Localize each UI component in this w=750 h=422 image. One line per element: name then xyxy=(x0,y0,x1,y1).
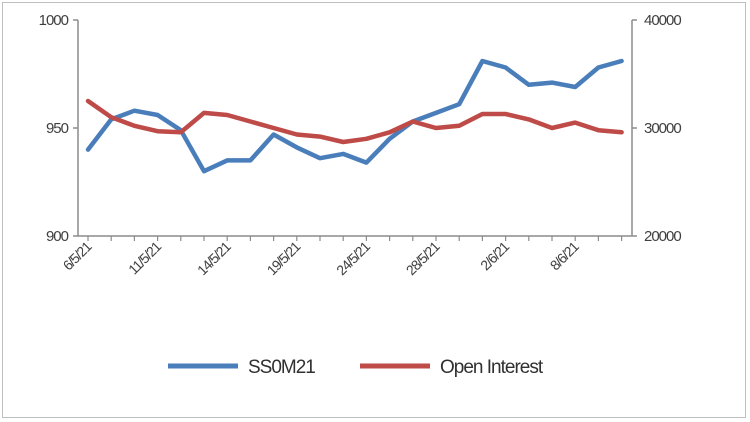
right-tick-label-0: 20000 xyxy=(644,228,681,245)
x-tick-label-7: 8/6/21 xyxy=(547,238,582,273)
x-tick-label-6: 2/6/21 xyxy=(477,238,512,273)
chart-frame xyxy=(2,2,746,418)
legend-label-series-0: SS0M21 xyxy=(248,357,315,378)
x-tick-label-2: 14/5/21 xyxy=(194,238,234,278)
x-tick-label-4: 24/5/21 xyxy=(333,238,373,278)
left-tick-label-0: 900 xyxy=(46,228,69,245)
x-tick-label-5: 28/5/21 xyxy=(403,238,443,278)
x-tick-label-1: 11/5/21 xyxy=(125,238,165,278)
series-line-0 xyxy=(85,58,624,174)
series-lines xyxy=(85,58,624,174)
x-tick-label-3: 19/5/21 xyxy=(264,238,304,278)
chart-axes xyxy=(73,19,637,241)
legend-label-series-1: Open Interest xyxy=(440,357,544,378)
chart-legend: SS0M21 Open Interest xyxy=(168,357,545,378)
right-tick-label-2: 40000 xyxy=(644,12,681,29)
right-tick-label-1: 30000 xyxy=(644,120,681,137)
series-line-1 xyxy=(85,98,624,145)
left-tick-label-2: 1000 xyxy=(39,12,69,29)
left-tick-label-1: 950 xyxy=(46,120,69,137)
